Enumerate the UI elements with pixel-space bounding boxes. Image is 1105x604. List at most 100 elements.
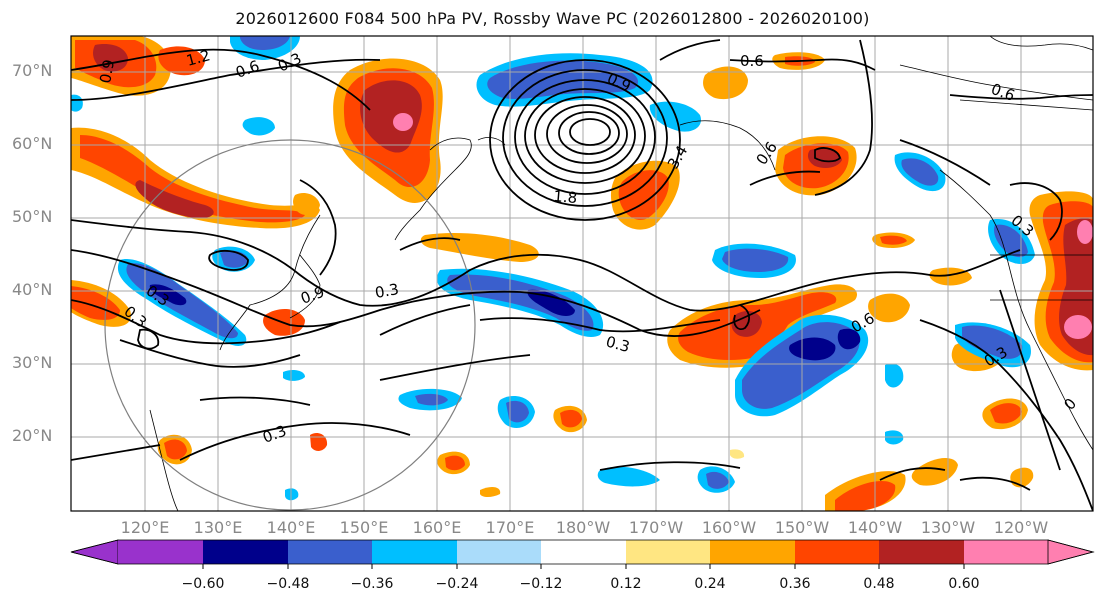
pv-negative-area [71, 94, 83, 112]
colorbar-bin [964, 540, 1048, 564]
contour-label: 0.6 [233, 57, 262, 82]
contour-labels: 1.2 0.6 0.3 0.9 0.9 3.4 1.8 0.6 0.6 0.3 … [96, 46, 1080, 446]
contour-label: 0.3 [604, 332, 632, 356]
lat-label: 30°N [12, 353, 53, 372]
lon-label: 130°E [193, 518, 243, 537]
contour-label: 0.9 [96, 58, 118, 85]
colorbar-tick-label: −0.60 [181, 576, 225, 592]
colorbar-extend-max [1047, 539, 1095, 565]
lat-label: 40°N [12, 280, 53, 299]
lon-label: 140°E [266, 518, 316, 537]
pv-negative-area [597, 466, 660, 487]
pv-negative-area [837, 328, 861, 350]
pv-negative-area [962, 325, 1023, 359]
colorbar-bin [203, 540, 288, 564]
colorbar-tick-label: 0.48 [863, 576, 895, 592]
colorbar-bin [795, 540, 879, 564]
pv-positive-area [164, 439, 187, 460]
pv-negative-area [283, 369, 305, 381]
colorbar-outline [70, 539, 1095, 565]
colorbar-tick-label: 0.36 [779, 576, 811, 592]
pv-negative-area [722, 248, 789, 272]
colorbar-tick-label: 0.60 [948, 576, 980, 592]
colorbar-bin [457, 540, 541, 564]
pv-negative-area [789, 337, 836, 361]
pv-positive-area [420, 233, 539, 262]
pv-positive-area [1064, 315, 1092, 339]
lon-label: 120°W [993, 518, 1049, 537]
lat-label: 20°N [12, 426, 53, 445]
pv-positive-area [730, 449, 745, 459]
colorbar-bin [372, 540, 457, 564]
pv-negative-area [447, 274, 594, 331]
pv-negative-area [706, 471, 729, 489]
pv-positive-area [293, 193, 320, 216]
colorbar-bin [879, 540, 964, 564]
contour-label: 0.3 [260, 422, 289, 447]
colorbar-extend-min [70, 539, 119, 565]
pv-negative-area [994, 224, 1028, 258]
pv-shading [71, 36, 1093, 511]
pv-negative-area [885, 363, 904, 388]
pv-positive-area [911, 458, 958, 486]
pv-negative-area [242, 117, 275, 136]
contour-label: 1.2 [184, 46, 212, 70]
pv-negative-area [415, 393, 448, 406]
pv-positive-area [990, 403, 1022, 424]
pv-positive-area [880, 235, 907, 245]
colorbar-tick-label: −0.12 [519, 576, 563, 592]
coastlines [149, 36, 1093, 511]
contour-label: 0 [1060, 395, 1080, 414]
lon-label: 130°W [920, 518, 976, 537]
colorbar-tick-label: −0.24 [435, 576, 479, 592]
pv-negative-area [285, 488, 299, 501]
pv-positive-area [360, 80, 422, 153]
map-frame [70, 35, 1094, 512]
pv-positive-area [480, 486, 501, 497]
colorbar-bin [118, 540, 203, 564]
pv-negative-area [487, 60, 639, 99]
pv-negative-area [901, 158, 939, 186]
pv-positive-area [71, 127, 320, 229]
pv-positive-area [868, 293, 910, 323]
lon-label: 150°W [774, 518, 830, 537]
colorbar-bin [288, 540, 372, 564]
colorbar [70, 539, 1095, 569]
colorbar-bin [541, 540, 626, 564]
pv-positive-area [393, 113, 413, 131]
pv-negative-area [527, 289, 575, 316]
pc-contours [71, 39, 1093, 511]
pv-positive-area [1010, 467, 1034, 488]
lon-label: 150°E [339, 518, 389, 537]
great-circle-ring [104, 139, 476, 511]
pv-positive-area [807, 148, 842, 168]
contour-label: 0.6 [989, 80, 1018, 105]
map-title: 2026012600 F084 500 hPa PV, Rossby Wave … [235, 9, 870, 28]
lon-label: 160°E [412, 518, 462, 537]
pv-positive-area [835, 481, 896, 511]
pv-positive-area [80, 135, 305, 223]
pv-negative-area [240, 36, 290, 50]
lat-label: 60°N [12, 134, 53, 153]
contour-label: 1.8 [553, 187, 578, 207]
pv-positive-area [560, 409, 582, 428]
lat-label: 70°N [12, 61, 53, 80]
pv-negative-area [149, 284, 187, 306]
pv-positive-area [310, 433, 328, 451]
lon-label: 180°W [555, 518, 611, 537]
contour-label: 0.6 [740, 52, 764, 70]
colorbar-tick-label: 0.12 [610, 576, 642, 592]
lon-label: 120°E [120, 518, 170, 537]
graticule [71, 36, 1093, 511]
pv-positive-area [1077, 220, 1093, 244]
contour-label: 0.9 [298, 283, 327, 308]
pv-positive-area [445, 455, 465, 471]
pv-positive-area [135, 180, 214, 219]
pv-negative-area [506, 400, 529, 423]
pv-positive-area [703, 66, 748, 100]
colorbar-bin [626, 540, 710, 564]
colorbar-tick-label: −0.48 [266, 576, 310, 592]
lat-label: 50°N [12, 207, 53, 226]
colorbar-bin [710, 540, 795, 564]
